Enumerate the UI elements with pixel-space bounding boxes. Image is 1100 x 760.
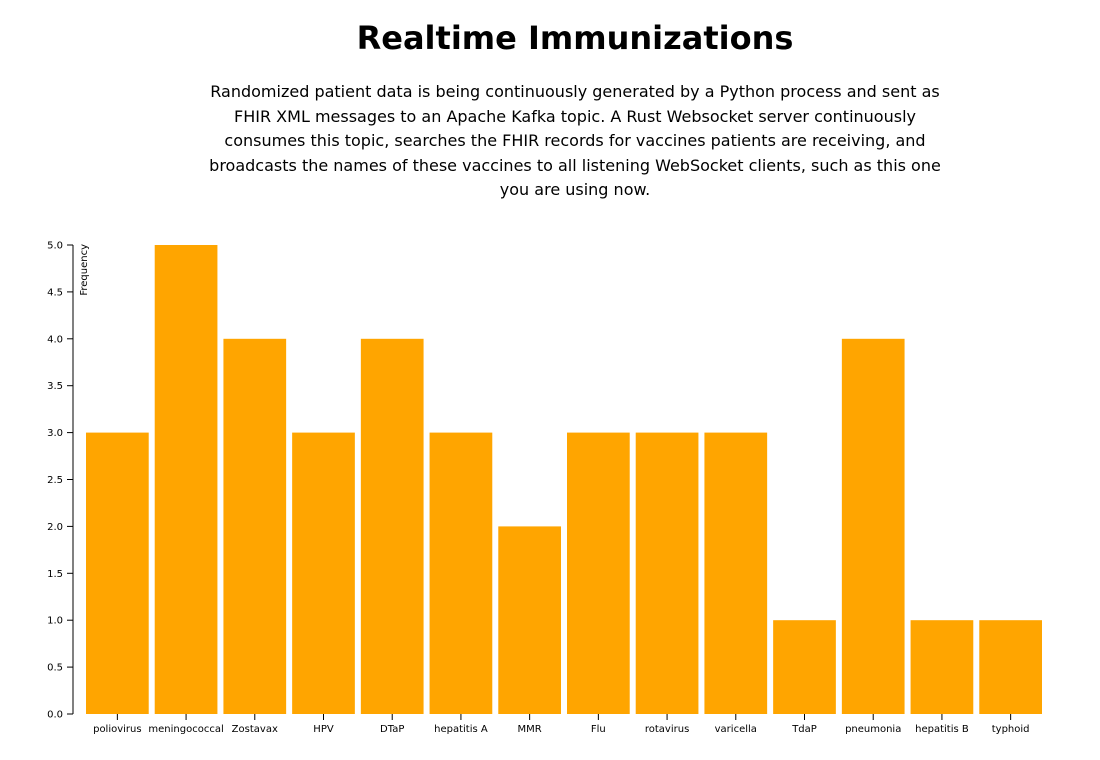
bar-dtap	[360, 338, 424, 714]
bar-flu	[567, 432, 630, 714]
y-axis-title: Frequency	[79, 244, 90, 296]
y-ticks: 0.0 0.5 1.0 1.5 2.0 2.5 3.0 3.5 4.0 4.5 5.0	[47, 241, 73, 721]
bar-typhoid	[979, 620, 1042, 714]
y-tick-label: 3.0	[47, 428, 63, 439]
y-tick-label: 4.0	[47, 334, 63, 345]
y-tick-label: 2.5	[47, 475, 63, 486]
bar-mmr	[498, 526, 561, 714]
bar-poliovirus	[86, 432, 149, 714]
x-tick-label: rotavirus	[645, 724, 689, 735]
x-tick-label: varicella	[715, 724, 757, 735]
bar-varicella	[704, 432, 768, 714]
x-tick-label: meningococcal	[148, 724, 223, 735]
x-tick-label: MMR	[518, 724, 542, 735]
y-axis: 0.0 0.5 1.0 1.5 2.0 2.5 3.0 3.5 4.0 4.5 5.0 Freque…	[47, 241, 90, 721]
x-tick-label: hepatitis B	[915, 724, 969, 735]
bar-pneumonia	[841, 338, 905, 714]
y-tick-label: 0.0	[47, 710, 63, 721]
bar-zostavax	[223, 338, 287, 714]
x-tick-label: poliovirus	[93, 724, 142, 735]
x-tick-label: Flu	[591, 724, 606, 735]
y-tick-label: 3.5	[47, 381, 63, 392]
y-tick-label: 5.0	[47, 241, 63, 252]
y-tick-label: 1.5	[47, 569, 63, 580]
y-tick-label: 4.5	[47, 287, 63, 298]
x-tick-label: HPV	[313, 724, 334, 735]
bar-rotavirus	[635, 432, 699, 714]
x-tick-label: hepatitis A	[434, 724, 488, 735]
x-axis: poliovirus meningococcal Zostavax HPV DTaP he…	[93, 714, 1030, 735]
x-tick-label: typhoid	[992, 724, 1030, 735]
bar-hepatitis-b	[910, 620, 974, 714]
x-tick-label: Zostavax	[232, 724, 278, 735]
bars-group	[86, 245, 1042, 714]
bar-meningococcal	[154, 245, 218, 714]
y-tick-label: 0.5	[47, 663, 63, 674]
x-tick-label: pneumonia	[845, 724, 901, 735]
bar-hpv	[292, 432, 355, 714]
x-tick-label: DTaP	[380, 724, 404, 735]
page-description: Randomized patient data is being continu…	[209, 82, 941, 199]
bar-hepatitis-a	[429, 432, 493, 714]
y-tick-label: 2.0	[47, 522, 63, 533]
y-tick-label: 1.0	[47, 616, 63, 627]
page-title: Realtime Immunizations	[356, 19, 794, 57]
bar-tdap	[773, 620, 836, 714]
x-tick-label: TdaP	[791, 724, 817, 735]
